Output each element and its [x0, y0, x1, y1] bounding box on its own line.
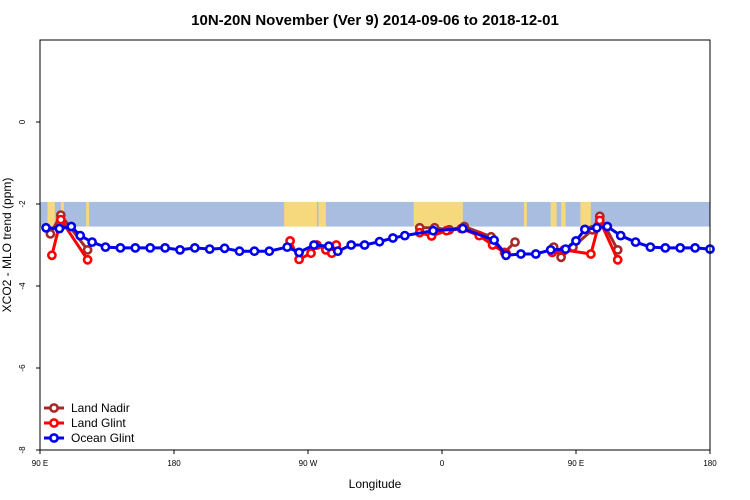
data-point-ocean-glint: [145, 242, 156, 253]
data-point-ocean-glint: [489, 235, 499, 245]
data-point-ocean-glint: [115, 242, 126, 253]
data-point-land-glint: [82, 254, 93, 265]
data-point-ocean-glint: [630, 237, 641, 247]
y-tick-label: -6: [18, 364, 27, 372]
x-tick-label: 180: [167, 459, 181, 468]
data-point-land-nadir: [45, 228, 56, 239]
data-point-ocean-glint: [219, 243, 230, 254]
data-point-land-glint: [586, 249, 596, 259]
data-point-ocean-glint: [234, 246, 245, 257]
data-point-ocean-glint: [501, 250, 511, 261]
legend-marker-ocean-glint: [49, 433, 59, 443]
y-tick-label: 0: [18, 119, 27, 124]
data-point-land-glint: [47, 250, 57, 261]
map-land: [284, 201, 317, 227]
y-axis-label: XCO2 - MLO trend (ppm): [0, 178, 14, 313]
data-point-land-glint: [306, 248, 316, 259]
legend-label-land-glint: Land Glint: [71, 416, 126, 430]
data-point-ocean-glint: [602, 221, 613, 232]
data-point-land-glint: [594, 215, 605, 226]
data-point-ocean-glint: [457, 223, 468, 234]
y-axis: 0 -2 -4 -6 -8: [18, 119, 40, 454]
data-point-land-glint: [55, 214, 66, 225]
data-point-ocean-glint: [323, 241, 334, 252]
series-layer: [41, 210, 715, 265]
data-point-ocean-glint: [87, 237, 97, 247]
series-line-ocean-glint: [45, 225, 711, 257]
x-axis: 90 E 180 90 W 0 90 E 180: [32, 450, 717, 468]
data-point-land-nadir: [556, 252, 566, 263]
y-tick-label: -4: [18, 282, 27, 290]
data-point-ocean-glint: [249, 246, 260, 257]
legend-label-ocean-glint: Ocean Glint: [71, 431, 135, 445]
data-point-ocean-glint: [399, 230, 410, 241]
map-land: [561, 201, 566, 227]
x-axis-label: Longitude: [349, 477, 402, 491]
data-point-ocean-glint: [516, 249, 526, 259]
x-tick-label: 180: [703, 459, 717, 468]
data-point-ocean-glint: [41, 222, 51, 233]
data-point-ocean-glint: [130, 242, 141, 253]
data-point-ocean-glint: [591, 222, 602, 233]
data-point-ocean-glint: [282, 242, 293, 252]
map-land: [318, 201, 326, 227]
chart-title: 10N-20N November (Ver 9) 2014-09-06 to 2…: [191, 12, 559, 29]
x-tick-label: 0: [440, 459, 445, 468]
data-point-ocean-glint: [428, 225, 438, 236]
data-point-land-glint: [612, 254, 623, 265]
data-point-ocean-glint: [580, 224, 590, 235]
data-point-ocean-glint: [160, 242, 170, 253]
data-point-ocean-glint: [54, 223, 65, 234]
data-point-ocean-glint: [204, 244, 215, 254]
legend-marker-land-glint: [49, 418, 59, 428]
data-point-ocean-glint: [294, 247, 304, 258]
y-tick-label: -8: [18, 446, 27, 454]
x-tick-label: 90 W: [299, 459, 318, 468]
data-point-land-nadir: [510, 237, 520, 247]
map-land: [47, 201, 55, 227]
map-land: [523, 201, 527, 227]
data-point-ocean-glint: [615, 230, 626, 241]
data-point-ocean-glint: [571, 235, 581, 246]
x-tick-label: 90 E: [568, 459, 584, 468]
data-point-ocean-glint: [545, 244, 556, 255]
data-point-ocean-glint: [387, 233, 398, 243]
data-point-ocean-glint: [346, 240, 357, 250]
legend-label-land-nadir: Land Nadir: [71, 401, 130, 415]
data-point-land-nadir: [82, 244, 93, 255]
data-point-ocean-glint: [332, 246, 343, 257]
map-land: [550, 201, 557, 227]
data-point-ocean-glint: [530, 249, 541, 259]
data-point-ocean-glint: [359, 240, 370, 250]
x-tick-label: 90 E: [32, 459, 48, 468]
data-point-ocean-glint: [75, 230, 86, 241]
map-land: [580, 201, 591, 227]
data-point-ocean-glint: [175, 244, 185, 255]
map-land: [86, 201, 90, 227]
data-point-ocean-glint: [645, 242, 656, 252]
data-point-ocean-glint: [560, 244, 571, 254]
data-point-ocean-glint: [660, 242, 671, 253]
data-point-ocean-glint: [675, 242, 686, 253]
y-tick-label: -2: [18, 200, 27, 208]
data-point-ocean-glint: [309, 240, 319, 250]
legend-marker-land-nadir: [49, 403, 59, 413]
data-point-ocean-glint: [189, 242, 200, 253]
map-land: [413, 201, 463, 227]
data-point-ocean-glint: [690, 242, 700, 253]
data-point-ocean-glint: [100, 242, 111, 252]
data-point-ocean-glint: [264, 246, 275, 257]
series-ocean-glint: [41, 221, 715, 261]
data-point-ocean-glint: [66, 221, 77, 232]
data-point-ocean-glint: [374, 236, 385, 247]
plot-frame: [39, 39, 711, 451]
